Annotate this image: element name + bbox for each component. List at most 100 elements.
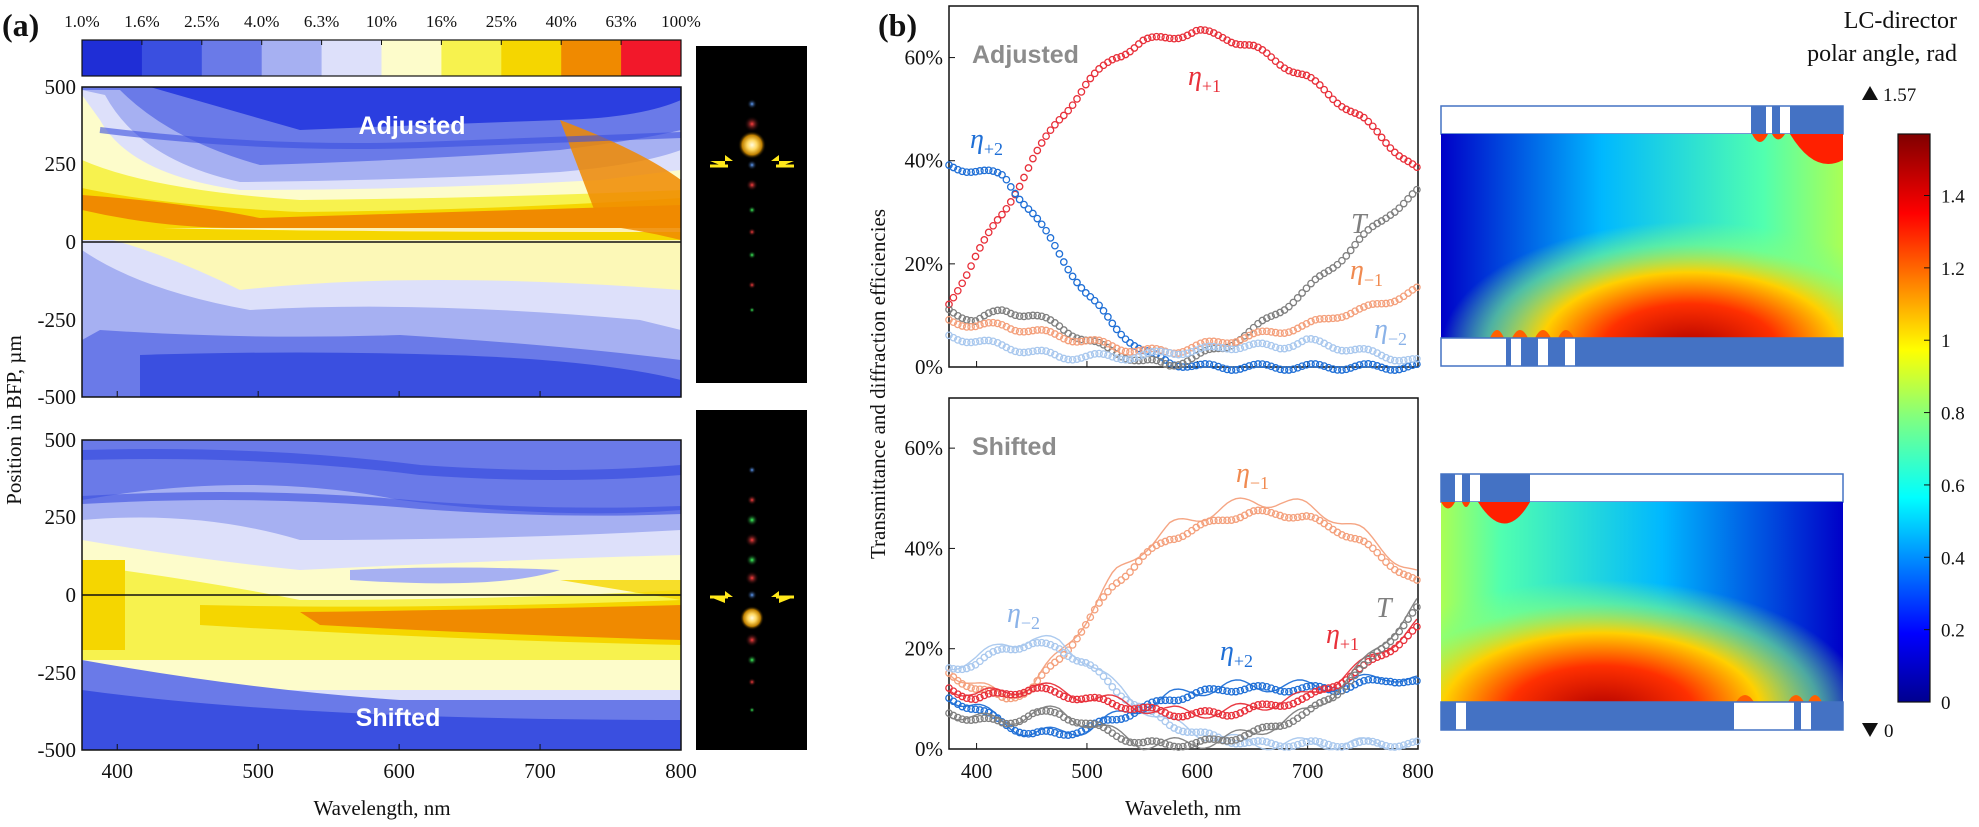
- point-eta_p2: [1033, 214, 1042, 223]
- point-eta_m2: [1298, 337, 1306, 346]
- map-x-tick: 800: [665, 759, 697, 783]
- point-eta_p2: [1293, 363, 1302, 372]
- point-eta_p1: [1245, 41, 1254, 49]
- point-eta_m2: [1130, 354, 1139, 363]
- point-eta_m2: [1148, 347, 1156, 356]
- point-eta_p1: [993, 216, 1002, 224]
- point-eta_p2: [1311, 360, 1320, 368]
- map-x-tick: 700: [524, 759, 556, 783]
- point-eta_m2: [1037, 346, 1046, 355]
- point-eta_p1: [1086, 74, 1095, 83]
- point-eta_p2: [1037, 220, 1046, 229]
- point-T: [1271, 722, 1280, 731]
- point-eta_p2: [1179, 363, 1187, 371]
- point-T: [1338, 256, 1346, 265]
- plot-adjusted-y-tick: 40%: [905, 149, 944, 173]
- point-T: [1298, 289, 1306, 297]
- point-eta_p1: [998, 210, 1006, 219]
- point-eta_p2: [1254, 682, 1262, 690]
- point-eta_p1: [1179, 33, 1187, 42]
- point-eta_m1: [1386, 298, 1395, 307]
- point-T: [1205, 735, 1214, 743]
- point-T: [1404, 615, 1412, 623]
- point-eta_p2: [1320, 362, 1329, 370]
- point-eta_p2: [1112, 715, 1121, 724]
- plot-shifted: [945, 447, 1421, 751]
- point-T: [967, 716, 975, 724]
- colorbar-a-segment: [82, 40, 143, 76]
- point-eta_m1: [1218, 338, 1227, 347]
- point-eta_p1: [1320, 85, 1329, 94]
- point-eta_m1: [1104, 339, 1112, 348]
- point-T: [1174, 361, 1183, 369]
- point-eta_m1: [1055, 332, 1064, 341]
- point-T: [1011, 718, 1020, 727]
- point-eta_p2: [1351, 362, 1359, 371]
- point-eta_p2: [1395, 678, 1404, 687]
- point-eta_p1: [1218, 711, 1227, 719]
- point-eta_m1: [1068, 337, 1077, 346]
- point-eta_m1: [1302, 319, 1311, 328]
- point-eta_m2: [958, 665, 967, 674]
- point-eta_m1: [1298, 322, 1306, 330]
- point-eta_m1: [1174, 534, 1183, 543]
- point-T: [1090, 720, 1099, 728]
- point-T: [1130, 738, 1139, 747]
- point-T: [1390, 633, 1399, 641]
- plot-adjusted-y-tick: 20%: [905, 252, 944, 276]
- point-eta_p1: [1196, 26, 1205, 34]
- point-eta_p2: [1280, 366, 1289, 374]
- point-eta_m2: [1302, 738, 1311, 746]
- point-T: [1351, 671, 1359, 680]
- point-eta_p1: [993, 688, 1002, 697]
- point-T: [1077, 719, 1086, 728]
- point-eta_p1: [1373, 653, 1382, 662]
- point-T: [1024, 312, 1033, 320]
- point-eta_p1: [1201, 707, 1209, 715]
- point-eta_p2: [1298, 362, 1306, 371]
- point-eta_m2: [1249, 340, 1258, 348]
- plot-shifted-y-ticks: 60% 40% 20% 0%: [905, 436, 944, 761]
- point-eta_m1: [1209, 337, 1218, 346]
- colorbar-a-segment: [141, 40, 203, 76]
- point-eta_m2: [1355, 738, 1364, 746]
- point-T: [1333, 690, 1342, 699]
- point-T: [1006, 719, 1015, 728]
- point-eta_p1: [976, 244, 984, 252]
- point-T: [1033, 708, 1042, 716]
- point-eta_p2: [1064, 731, 1073, 739]
- point-eta_m1: [1280, 513, 1289, 521]
- point-eta_m2: [1267, 739, 1276, 748]
- point-T: [1055, 322, 1064, 330]
- point-eta_p2: [1117, 715, 1126, 723]
- point-eta_p2: [1015, 728, 1024, 737]
- point-eta_m1: [1037, 326, 1046, 334]
- point-eta_p2: [1024, 205, 1033, 213]
- point-eta_m2: [1342, 742, 1351, 751]
- point-eta_m2: [1307, 335, 1315, 343]
- colorbar-director-tick-label: 0.6: [1941, 476, 1965, 497]
- point-eta_m2: [1015, 348, 1024, 357]
- point-T: [1179, 359, 1187, 368]
- point-eta_m1: [1042, 666, 1050, 675]
- colorbar-director-ticks: 1.4 1.2 1 0.8 0.6 0.4 0.2 0: [1924, 187, 1965, 714]
- point-eta_m1: [967, 684, 975, 692]
- point-eta_m1: [1055, 655, 1064, 663]
- point-eta_p1: [1152, 704, 1161, 713]
- point-eta_m1: [1404, 572, 1412, 580]
- point-eta_p2: [1209, 685, 1218, 693]
- point-eta_m2: [1020, 348, 1028, 357]
- point-eta_p1: [998, 689, 1006, 698]
- point-eta_p1: [1315, 81, 1324, 89]
- point-eta_m2: [1095, 667, 1103, 676]
- point-eta_m2: [1121, 355, 1130, 364]
- map-shifted-y-tick: -250: [38, 661, 77, 685]
- map-shifted-y-tick: -500: [38, 738, 77, 762]
- plot-adjusted-y-tick: 60%: [905, 46, 944, 70]
- point-eta_m2: [1011, 645, 1020, 654]
- point-eta_m1: [1320, 314, 1329, 323]
- point-T: [1064, 715, 1073, 724]
- point-eta_p1: [1333, 681, 1342, 690]
- point-eta_p1: [1073, 695, 1081, 704]
- point-eta_m2: [1289, 742, 1298, 750]
